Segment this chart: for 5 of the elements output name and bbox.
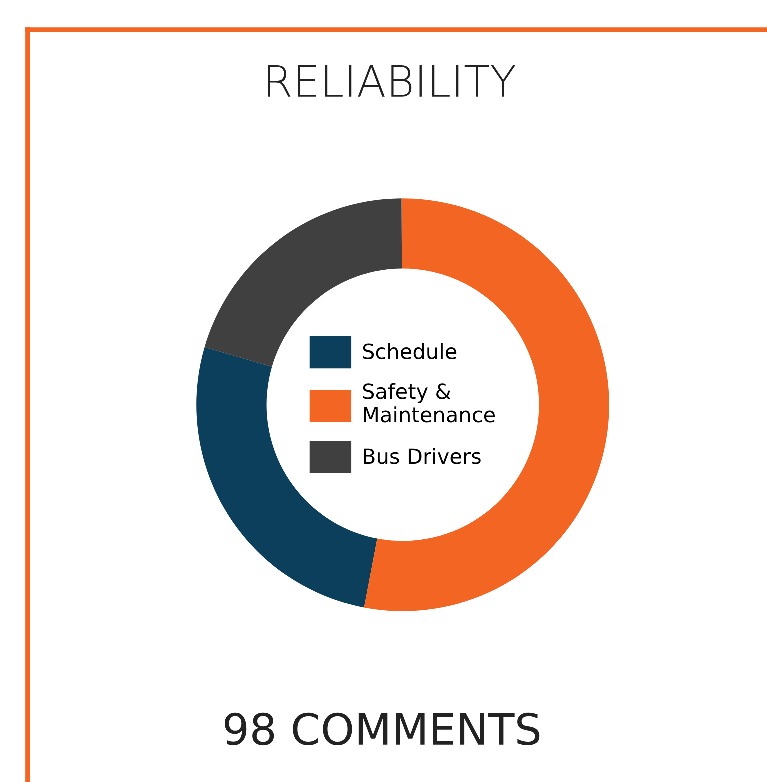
- chart-title: RELIABILITY: [268, 65, 516, 97]
- text: 98 COMMENTS: [224, 712, 540, 746]
- legend-label: Bus Drivers: [364, 448, 481, 464]
- legend-label: Schedule: [363, 343, 457, 360]
- legend-label: Safety & Maintenance: [363, 383, 496, 423]
